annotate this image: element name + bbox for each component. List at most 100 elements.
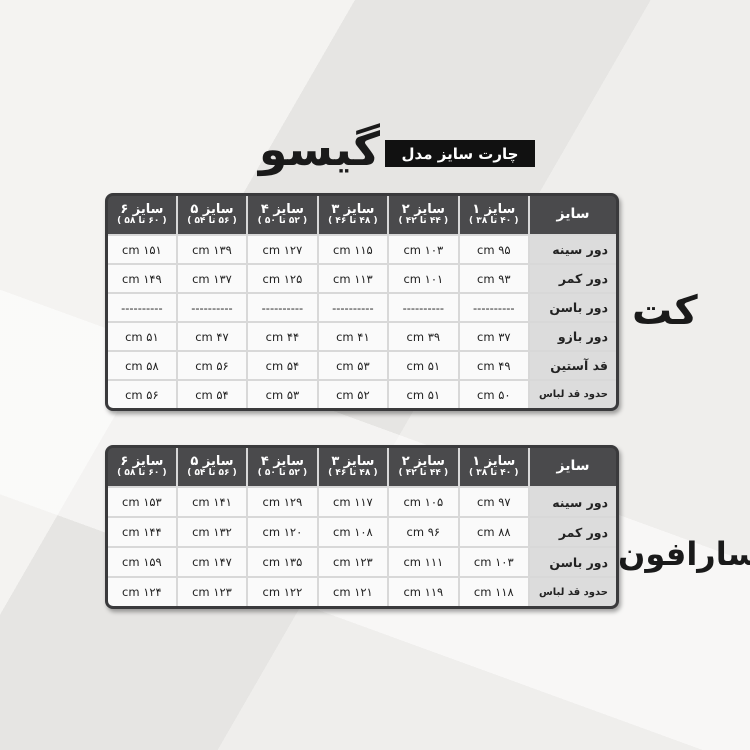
measurement-cell: ۱۳۵ cm	[246, 546, 317, 576]
size-table-coat: سایز سایز ۱( ۴۰ تا ۳۸ ) سایز ۲( ۴۴ تا ۴۲ )…	[105, 193, 619, 411]
size-label: سایز ۳	[331, 201, 375, 217]
measurement-cell: ۹۶ cm	[387, 516, 458, 546]
measurement-cell: ۵۳ cm	[246, 379, 317, 408]
measurement-cell: ۱۳۹ cm	[175, 234, 247, 263]
size-column-header: سایز ۳( ۴۸ تا ۴۶ )	[316, 448, 388, 486]
row-label: قد آستین	[528, 350, 616, 379]
measurement-cell: ۱۱۷ cm	[316, 486, 388, 516]
row-label: دور بازو	[528, 321, 616, 350]
size-range: ( ۴۴ تا ۴۲ )	[398, 216, 449, 227]
size-column-header: سایز ۵( ۵۶ تا ۵۴ )	[175, 448, 247, 486]
size-label: سایز ۲	[401, 201, 445, 217]
measurement-cell: ۱۰۳ cm	[387, 234, 458, 263]
measurement-cell: ۱۴۴ cm	[108, 516, 176, 546]
measurement-cell: ۴۷ cm	[175, 321, 247, 350]
size-label: سایز ۴	[260, 453, 304, 469]
measurement-cell: ۱۴۱ cm	[175, 486, 247, 516]
size-label: سایز ۱	[472, 201, 516, 217]
size-column-header: سایز ۶( ۶۰ تا ۵۸ )	[108, 448, 176, 486]
size-range: ( ۵۲ تا ۵۰ )	[257, 468, 308, 479]
table-row: دور بازو ۳۷ cm ۳۹ cm ۴۱ cm ۴۴ cm ۴۷ cm ۵۱ cm	[108, 321, 616, 350]
measurement-cell: ۱۵۱ cm	[108, 234, 176, 263]
measurement-cell: ۱۱۳ cm	[316, 263, 388, 292]
table-row: دور باسن ---------- ---------- ---------- --…	[108, 292, 616, 321]
row-label: حدود قد لباس	[528, 576, 616, 606]
measurement-cell: ۵۱ cm	[108, 321, 176, 350]
measurement-cell: ۵۴ cm	[175, 379, 247, 408]
measurement-cell: ----------	[108, 292, 176, 321]
measurement-cell: ۵۶ cm	[108, 379, 176, 408]
measurement-cell: ۴۹ cm	[457, 350, 528, 379]
size-range: ( ۴۰ تا ۳۸ )	[469, 468, 519, 479]
size-header: سایز	[528, 448, 616, 486]
table-row: دور سینه ۹۵ cm ۱۰۳ cm ۱۱۵ cm ۱۲۷ cm ۱۳۹ cm ۱۵۱…	[108, 234, 616, 263]
measurement-cell: ----------	[246, 292, 317, 321]
size-range: ( ۶۰ تا ۵۸ )	[117, 216, 167, 227]
row-label: دور سینه	[528, 234, 616, 263]
measurement-cell: ۵۶ cm	[175, 350, 247, 379]
chart-subtitle: چارت سایز مدل	[385, 140, 535, 167]
measurement-cell: ۱۲۱ cm	[316, 576, 388, 606]
size-header: سایز	[528, 196, 616, 234]
size-range: ( ۴۸ تا ۴۶ )	[328, 216, 378, 227]
size-label: سایز ۶	[120, 201, 164, 217]
table-row: حدود قد لباس ۱۱۸ cm ۱۱۹ cm ۱۲۱ cm ۱۲۲ cm ۱۲۳ …	[108, 576, 616, 606]
measurement-cell: ۵۲ cm	[316, 379, 388, 408]
measurement-cell: ----------	[316, 292, 388, 321]
measurement-cell: ----------	[175, 292, 247, 321]
table-row: قد آستین ۴۹ cm ۵۱ cm ۵۳ cm ۵۴ cm ۵۶ cm ۵۸ cm	[108, 350, 616, 379]
size-column-header: سایز ۵( ۵۶ تا ۵۴ )	[175, 196, 247, 234]
section-label-coat: کت	[632, 288, 698, 334]
measurement-cell: ۱۱۹ cm	[387, 576, 458, 606]
size-range: ( ۴۸ تا ۴۶ )	[328, 468, 378, 479]
measurement-cell: ۱۳۲ cm	[175, 516, 247, 546]
measurement-cell: ۵۸ cm	[108, 350, 176, 379]
size-range: ( ۴۴ تا ۴۲ )	[398, 468, 449, 479]
table-row: حدود قد لباس ۵۰ cm ۵۱ cm ۵۲ cm ۵۳ cm ۵۴ cm ۵۶ …	[108, 379, 616, 408]
size-column-header: سایز ۶( ۶۰ تا ۵۸ )	[108, 196, 176, 234]
measurement-cell: ۸۸ cm	[457, 516, 528, 546]
table-row: دور سینه ۹۷ cm ۱۰۵ cm ۱۱۷ cm ۱۲۹ cm ۱۴۱ cm ۱۵۳…	[108, 486, 616, 516]
measurement-cell: ۵۱ cm	[387, 350, 458, 379]
measurement-cell: ۱۲۷ cm	[246, 234, 317, 263]
row-label: دور باسن	[528, 292, 616, 321]
measurement-cell: ۱۴۷ cm	[175, 546, 247, 576]
size-range: ( ۴۰ تا ۳۸ )	[469, 216, 519, 227]
measurement-cell: ۱۰۱ cm	[387, 263, 458, 292]
row-label: دور کمر	[528, 516, 616, 546]
row-label: دور سینه	[528, 486, 616, 516]
size-column-header: سایز ۳( ۴۸ تا ۴۶ )	[316, 196, 388, 234]
measurement-cell: ۱۰۳ cm	[457, 546, 528, 576]
size-label: سایز ۱	[472, 453, 516, 469]
measurement-cell: ۴۱ cm	[316, 321, 388, 350]
measurement-cell: ۴۴ cm	[246, 321, 317, 350]
table-row: دور باسن ۱۰۳ cm ۱۱۱ cm ۱۲۳ cm ۱۳۵ cm ۱۴۷ cm ۱۵…	[108, 546, 616, 576]
size-column-header: سایز ۲( ۴۴ تا ۴۲ )	[387, 196, 458, 234]
measurement-cell: ۱۰۸ cm	[316, 516, 388, 546]
size-range: ( ۵۶ تا ۵۴ )	[187, 468, 237, 479]
size-label: سایز ۳	[331, 453, 375, 469]
size-label: سایز ۵	[190, 453, 234, 469]
size-range: ( ۶۰ تا ۵۸ )	[117, 468, 167, 479]
measurement-cell: ۱۱۵ cm	[316, 234, 388, 263]
size-label: سایز ۶	[120, 453, 164, 469]
measurement-cell: ۹۷ cm	[457, 486, 528, 516]
table-row: دور کمر ۹۳ cm ۱۰۱ cm ۱۱۳ cm ۱۲۵ cm ۱۳۷ cm ۱۴۹ …	[108, 263, 616, 292]
measurement-cell: ۹۵ cm	[457, 234, 528, 263]
measurement-cell: ۱۲۵ cm	[246, 263, 317, 292]
measurement-cell: ۱۳۷ cm	[175, 263, 247, 292]
measurement-cell: ۱۱۸ cm	[457, 576, 528, 606]
row-label: دور کمر	[528, 263, 616, 292]
header-row: سایز سایز ۱( ۴۰ تا ۳۸ ) سایز ۲( ۴۴ تا ۴۲ )…	[108, 196, 616, 234]
size-column-header: سایز ۱( ۴۰ تا ۳۸ )	[457, 196, 528, 234]
measurement-cell: ۵۳ cm	[316, 350, 388, 379]
measurement-cell: ۱۲۴ cm	[108, 576, 176, 606]
measurement-cell: ۱۲۰ cm	[246, 516, 317, 546]
size-label: سایز ۴	[260, 201, 304, 217]
measurement-cell: ۱۰۵ cm	[387, 486, 458, 516]
measurement-cell: ۱۲۲ cm	[246, 576, 317, 606]
measurement-cell: ۱۲۳ cm	[175, 576, 247, 606]
size-column-header: سایز ۱( ۴۰ تا ۳۸ )	[457, 448, 528, 486]
row-label: دور باسن	[528, 546, 616, 576]
size-table-sarafan: سایز سایز ۱( ۴۰ تا ۳۸ ) سایز ۲( ۴۴ تا ۴۲ )…	[105, 445, 619, 609]
